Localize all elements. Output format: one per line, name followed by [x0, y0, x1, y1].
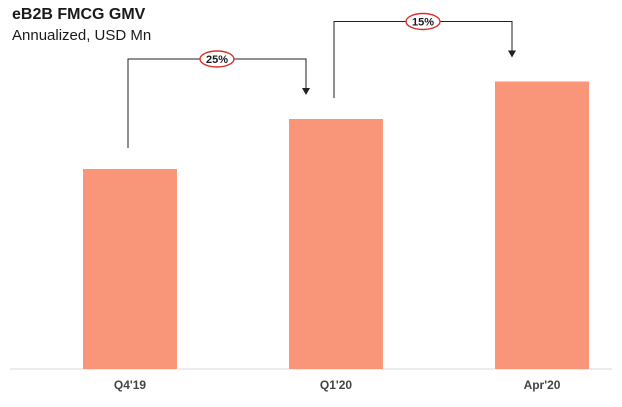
chart-subtitle: Annualized, USD Mn	[12, 27, 152, 44]
chart-title: eB2B FMCG GMV	[12, 6, 146, 23]
bar-3	[495, 81, 589, 369]
bar-1	[83, 169, 177, 369]
bars-layer	[83, 81, 589, 369]
growth-arrow-2	[333, 21, 513, 98]
growth-badge-1	[199, 50, 235, 68]
arrowhead-1	[302, 88, 310, 95]
growth-arrow-1	[127, 58, 307, 148]
growth-badge-2	[405, 12, 441, 31]
arrowhead-2	[508, 50, 516, 58]
tick-labels: Q4'19 Q1'20 Apr'20	[114, 378, 561, 392]
bar-2	[289, 119, 383, 369]
growth-annotations: 25% 15%	[127, 12, 516, 148]
x-tick-label: Q4'19	[114, 378, 147, 392]
x-tick-label: Q1'20	[320, 378, 353, 392]
growth-label: 25%	[206, 54, 228, 66]
x-tick-label: Apr'20	[524, 378, 561, 392]
growth-label: 15%	[412, 17, 434, 29]
